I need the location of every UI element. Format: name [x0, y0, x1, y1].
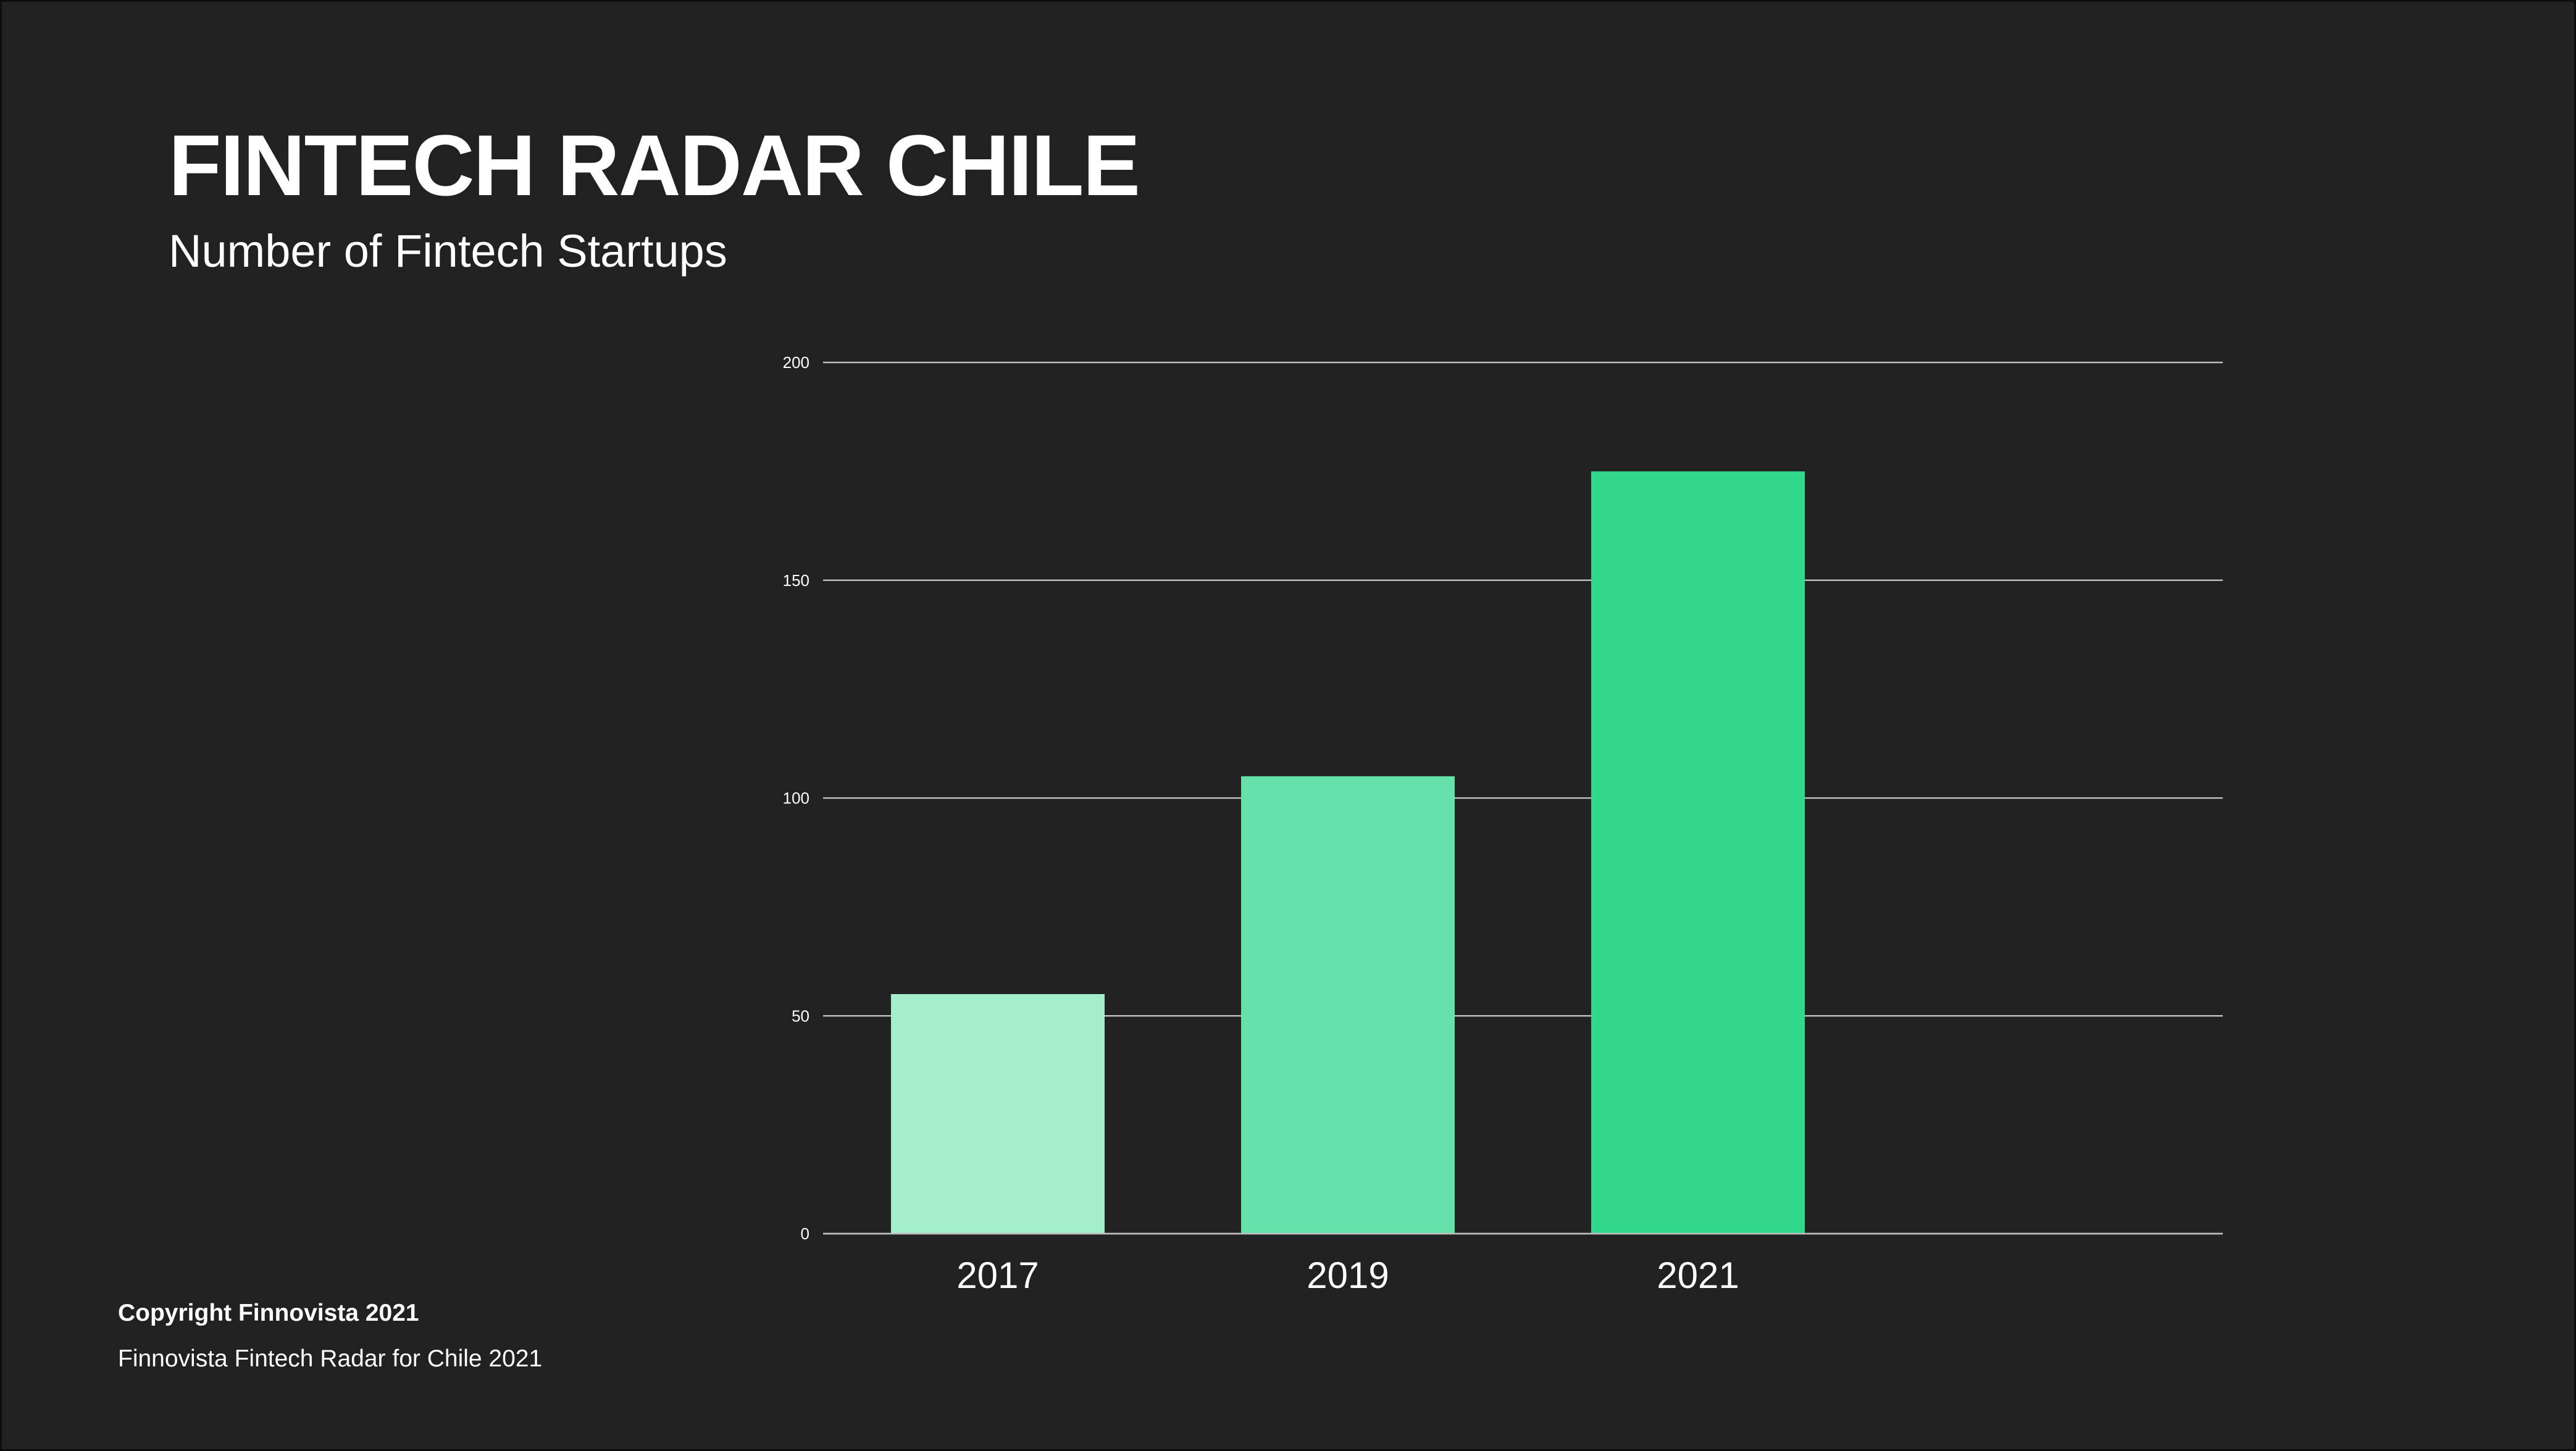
- chart-title: FINTECH RADAR CHILE: [169, 117, 1140, 214]
- y-tick-label-150: 150: [783, 571, 809, 590]
- y-tick-label-0: 0: [801, 1224, 809, 1243]
- y-tick-label-50: 50: [792, 1006, 809, 1025]
- y-tick-label-200: 200: [783, 353, 809, 372]
- bar-2019: [1241, 776, 1455, 1234]
- x-tick-label-2019: 2019: [1307, 1255, 1389, 1296]
- x-tick-label-2017: 2017: [956, 1255, 1039, 1296]
- bar-2017: [891, 993, 1105, 1234]
- bar-2021: [1591, 471, 1805, 1234]
- source-text: Finnovista Fintech Radar for Chile 2021: [118, 1345, 543, 1372]
- x-tick-label-2021: 2021: [1657, 1255, 1739, 1296]
- y-tick-label-100: 100: [783, 789, 809, 808]
- copyright-text: Copyright Finnovista 2021: [118, 1300, 419, 1326]
- chart-subtitle: Number of Fintech Startups: [169, 225, 727, 277]
